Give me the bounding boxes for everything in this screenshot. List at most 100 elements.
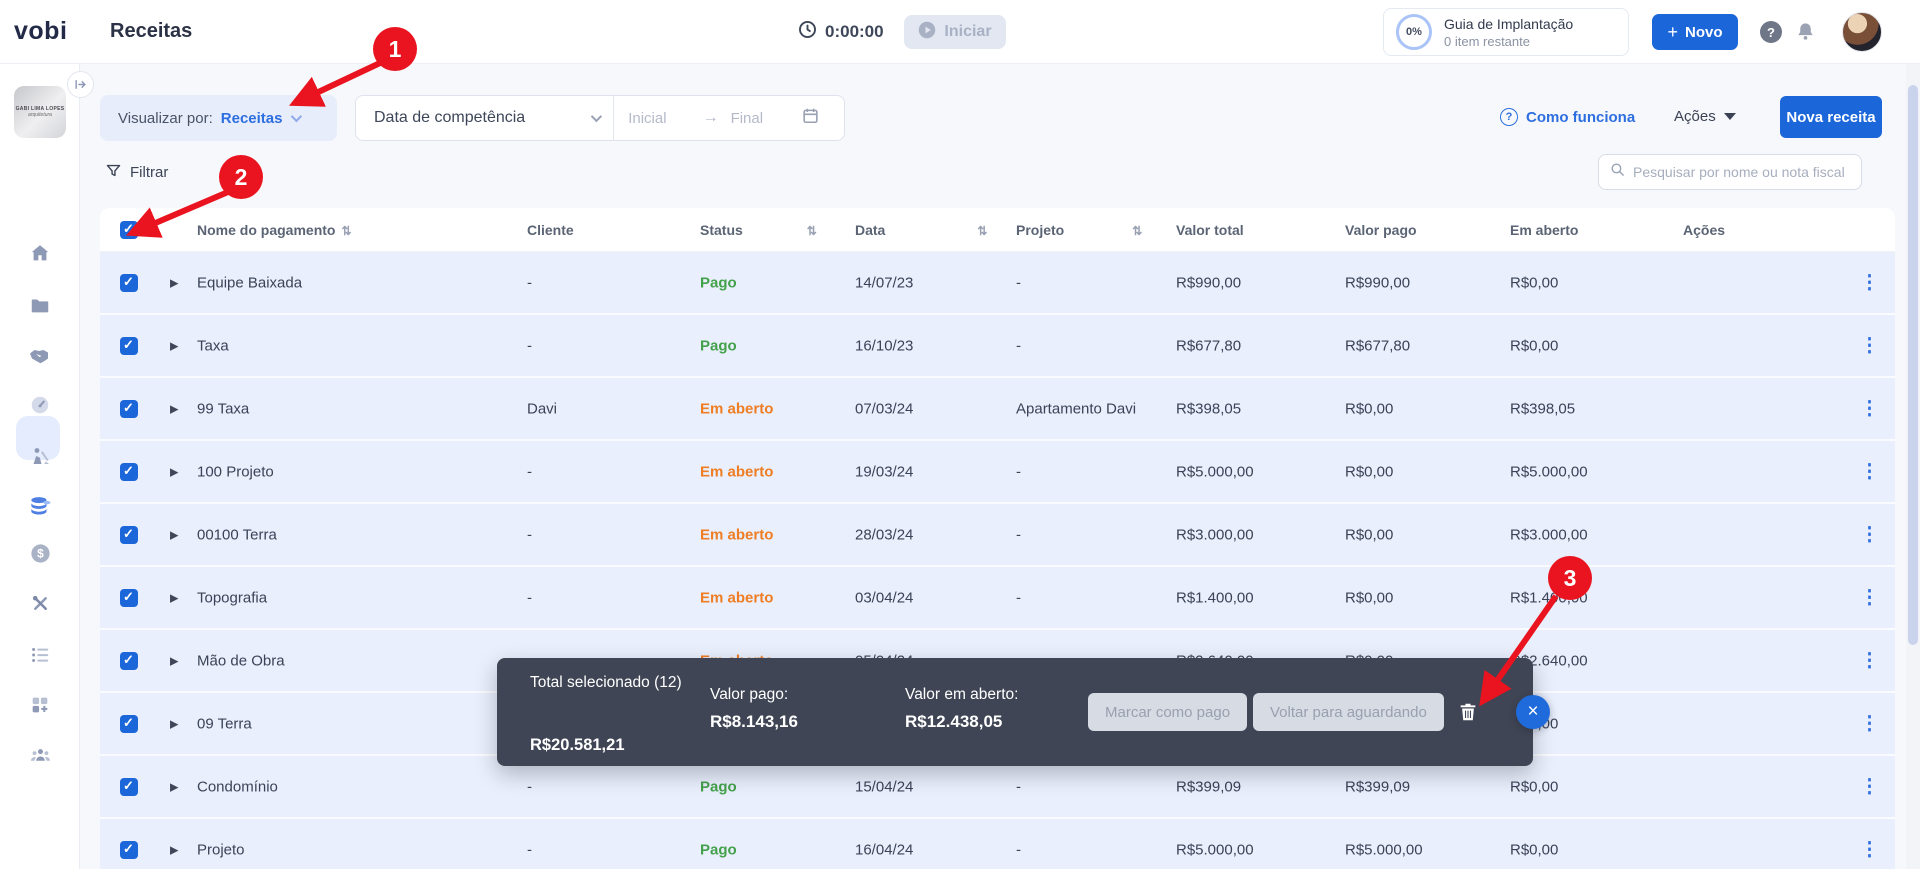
expand-row-icon[interactable]: ▶ xyxy=(170,844,179,856)
sort-icon[interactable] xyxy=(341,224,351,238)
date-end-input[interactable]: Final xyxy=(730,109,764,127)
sidebar-item-list-icon[interactable] xyxy=(0,644,80,666)
row-checkbox[interactable] xyxy=(120,840,138,859)
paid-value: R$0,00 xyxy=(1345,400,1394,417)
row-actions-icon[interactable]: ⋮ xyxy=(1860,650,1879,671)
table-row[interactable]: ▶ Condomínio - Pago 15/04/24 - R$399,09 … xyxy=(100,756,1895,819)
date-value: 19/03/24 xyxy=(855,463,914,480)
table-row[interactable]: ▶ 00100 Terra - Em aberto 28/03/24 - R$3… xyxy=(100,504,1895,567)
close-selection-icon[interactable]: × xyxy=(1516,695,1550,729)
sort-icon[interactable] xyxy=(807,224,817,238)
sidebar-item-projects-folder-icon[interactable] xyxy=(0,294,80,316)
row-checkbox[interactable] xyxy=(120,273,138,292)
header-open[interactable]: Em aberto xyxy=(1510,221,1579,238)
table-row[interactable]: ▶ Projeto - Pago 16/04/24 - R$5.000,00 R… xyxy=(100,819,1895,869)
expand-row-icon[interactable]: ▶ xyxy=(170,529,179,541)
new-button[interactable]: + Novo xyxy=(1652,14,1738,50)
total-value: R$1.400,00 xyxy=(1176,589,1254,606)
row-checkbox[interactable] xyxy=(120,336,138,355)
scrollbar-thumb[interactable] xyxy=(1908,85,1918,645)
workspace-logo[interactable]: GABI LIMA LOPES arquitetura xyxy=(14,86,66,138)
date-type-select[interactable]: Data de competência xyxy=(374,109,526,126)
row-checkbox[interactable] xyxy=(120,588,138,607)
notifications-bell-icon[interactable] xyxy=(1794,20,1817,48)
sidebar-item-dashboard-gauge-icon[interactable] xyxy=(0,394,80,416)
sidebar-item-construction-worker-icon[interactable] xyxy=(0,444,80,468)
header-status[interactable]: Status xyxy=(700,222,817,238)
sidebar-expand-icon[interactable] xyxy=(67,71,94,98)
sidebar-item-finance-coins-icon[interactable] xyxy=(0,492,80,518)
sort-icon[interactable] xyxy=(977,224,987,238)
sidebar-item-team-icon[interactable] xyxy=(0,744,80,767)
search-input[interactable] xyxy=(1633,164,1848,180)
user-avatar[interactable] xyxy=(1842,12,1882,52)
status-badge: Em aberto xyxy=(700,589,774,606)
expand-row-icon[interactable]: ▶ xyxy=(170,592,179,604)
expand-row-icon[interactable]: ▶ xyxy=(170,781,179,793)
row-actions-icon[interactable]: ⋮ xyxy=(1860,713,1879,734)
actions-dropdown[interactable]: Ações xyxy=(1674,108,1736,125)
sidebar-item-apps-grid-plus-icon[interactable] xyxy=(0,694,80,716)
page-title: Receitas xyxy=(110,20,193,42)
start-timer-button[interactable]: Iniciar xyxy=(904,15,1006,49)
annotation-badge-2: 2 xyxy=(219,155,263,199)
new-revenue-button[interactable]: Nova receita xyxy=(1780,96,1882,138)
sidebar-item-sales-dollar-icon[interactable]: $ xyxy=(0,542,80,565)
mark-as-paid-button[interactable]: Marcar como pago xyxy=(1088,693,1248,731)
sort-icon[interactable] xyxy=(1132,224,1142,238)
table-row[interactable]: ▶ Equipe Baixada - Pago 14/07/23 - R$990… xyxy=(100,252,1895,315)
payment-name: 09 Terra xyxy=(197,715,252,732)
expand-row-icon[interactable]: ▶ xyxy=(170,655,179,667)
row-checkbox[interactable] xyxy=(120,777,138,796)
play-icon xyxy=(918,21,936,44)
row-actions-icon[interactable]: ⋮ xyxy=(1860,461,1879,482)
new-button-label: Novo xyxy=(1685,23,1723,41)
expand-row-icon[interactable]: ▶ xyxy=(170,340,179,352)
row-checkbox[interactable] xyxy=(120,399,138,418)
expand-row-icon[interactable]: ▶ xyxy=(170,718,179,730)
header-client[interactable]: Cliente xyxy=(527,221,574,238)
back-to-waiting-button[interactable]: Voltar para aguardando xyxy=(1253,693,1444,731)
header-project[interactable]: Projeto xyxy=(1016,222,1142,238)
guide-progress-ring: 0% xyxy=(1396,14,1432,50)
table-row[interactable]: ▶ 100 Projeto - Em aberto 19/03/24 - R$5… xyxy=(100,441,1895,504)
row-checkbox[interactable] xyxy=(120,714,138,733)
help-icon[interactable]: ? xyxy=(1760,21,1782,43)
filter-button[interactable]: Filtrar xyxy=(105,162,168,183)
row-actions-icon[interactable]: ⋮ xyxy=(1860,839,1879,860)
sidebar-item-handshake-icon[interactable] xyxy=(0,344,80,368)
expand-row-icon[interactable]: ▶ xyxy=(170,403,179,415)
table-row[interactable]: ▶ 99 Taxa Davi Em aberto 07/03/24 Aparta… xyxy=(100,378,1895,441)
row-checkbox[interactable] xyxy=(120,525,138,544)
row-actions-icon[interactable]: ⋮ xyxy=(1860,524,1879,545)
sidebar-item-tools-icon[interactable] xyxy=(0,592,80,615)
delete-trash-icon[interactable] xyxy=(1457,701,1479,728)
status-badge: Em aberto xyxy=(700,526,774,543)
sidebar-item-home[interactable] xyxy=(0,242,80,264)
row-checkbox[interactable] xyxy=(120,462,138,481)
row-actions-icon[interactable]: ⋮ xyxy=(1860,398,1879,419)
row-actions-icon[interactable]: ⋮ xyxy=(1860,335,1879,356)
row-actions-icon[interactable]: ⋮ xyxy=(1860,587,1879,608)
implementation-guide-card[interactable]: 0% Guia de Implantação 0 item restante xyxy=(1383,8,1629,56)
row-checkbox[interactable] xyxy=(120,651,138,670)
view-by-dropdown[interactable]: Visualizar por: Receitas xyxy=(100,95,337,141)
selection-paid-label: Valor pago: xyxy=(710,686,789,703)
row-actions-icon[interactable]: ⋮ xyxy=(1860,272,1879,293)
payment-name: Taxa xyxy=(197,337,229,354)
header-paid[interactable]: Valor pago xyxy=(1345,221,1417,238)
select-all-checkbox[interactable] xyxy=(120,221,138,239)
table-row[interactable]: ▶ Taxa - Pago 16/10/23 - R$677,80 R$677,… xyxy=(100,315,1895,378)
header-date[interactable]: Data xyxy=(855,222,987,238)
row-actions-icon[interactable]: ⋮ xyxy=(1860,776,1879,797)
how-it-works-link[interactable]: ? Como funciona xyxy=(1500,108,1635,126)
expand-row-icon[interactable]: ▶ xyxy=(170,466,179,478)
scrollbar-track[interactable] xyxy=(1906,64,1920,869)
header-total[interactable]: Valor total xyxy=(1176,221,1244,238)
view-by-label: Visualizar por: xyxy=(118,109,213,127)
header-payment-name[interactable]: Nome do pagamento xyxy=(197,222,352,238)
date-start-input[interactable]: Inicial xyxy=(628,109,667,127)
table-row[interactable]: ▶ Topografia - Em aberto 03/04/24 - R$1.… xyxy=(100,567,1895,630)
expand-row-icon[interactable]: ▶ xyxy=(170,277,179,289)
date-filter: Data de competência Inicial → Final xyxy=(355,95,845,141)
